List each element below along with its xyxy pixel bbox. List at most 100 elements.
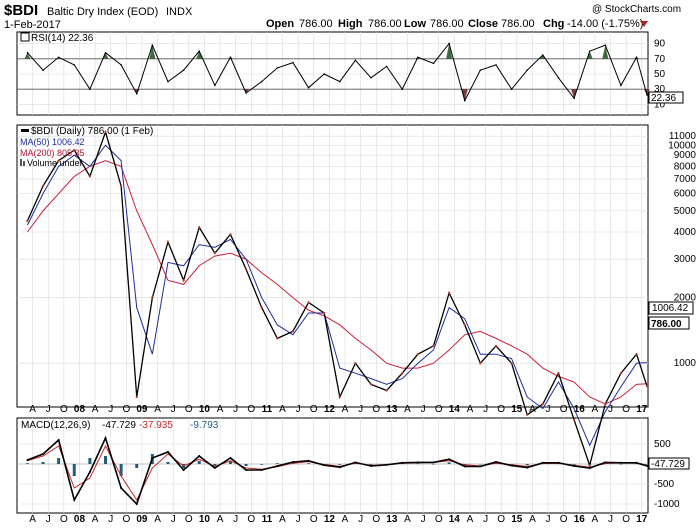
macd-time-axis-label: O [560, 514, 568, 525]
macd-point [401, 461, 404, 464]
macd-time-axis-label: 09 [136, 514, 148, 525]
macd-point [494, 461, 497, 463]
rsi-point [479, 69, 482, 71]
open-value: 786.00 [299, 18, 333, 30]
price-time-axis-label: J [171, 404, 176, 415]
macd-legend-signal: -37.935 [139, 420, 173, 431]
macd-time-axis-label: J [233, 514, 238, 525]
price-time-axis-label: A [217, 404, 224, 415]
price-point [26, 219, 29, 223]
macd-histogram-bar [119, 464, 123, 476]
macd-point [120, 487, 123, 489]
macd-point [245, 469, 248, 471]
macd-time-axis-label: O [622, 514, 630, 525]
macd-histogram-bar [166, 462, 170, 464]
macd-histogram-bar [645, 464, 649, 465]
macd-tick-label: -500 [654, 479, 674, 490]
low-value: 786.00 [430, 18, 464, 30]
macd-time-axis-label: O [497, 514, 505, 525]
price-point [182, 279, 185, 282]
price-time-axis-label: 10 [199, 404, 211, 415]
price-point [557, 371, 560, 375]
price-tick-label: 9000 [674, 150, 697, 161]
macd-histogram-bar [213, 464, 217, 466]
macd-time-axis-label: O [435, 514, 443, 525]
macd-tick-label: 500 [654, 439, 671, 450]
rsi-point [370, 77, 372, 79]
macd-point [416, 461, 419, 464]
macd-time-axis-label: A [29, 514, 36, 525]
price-tick-label: 7000 [674, 174, 697, 185]
rsi-point [260, 80, 263, 83]
rsi-tick-label: 90 [654, 39, 666, 50]
macd-histogram-bar [25, 463, 29, 464]
price-tick-label: 3000 [674, 254, 697, 265]
price-tick-label: 10000 [668, 140, 696, 151]
rsi-point [73, 64, 76, 66]
macd-point [135, 503, 138, 505]
rsi-point [432, 62, 435, 65]
macd-time-axis-label: 12 [324, 514, 336, 525]
price-time-axis-label: J [233, 404, 238, 415]
price-point [635, 352, 638, 356]
macd-point [557, 461, 560, 464]
rsi-tick-label: 50 [654, 69, 666, 80]
price-time-axis-label: O [435, 404, 443, 415]
macd-histogram-bar [275, 463, 279, 464]
macd-point [645, 464, 648, 467]
macd-point [198, 455, 201, 457]
rsi-overbought-fill [24, 52, 31, 59]
macd-time-axis-label: A [404, 514, 411, 525]
price-time-axis-label: O [622, 404, 630, 415]
price-point [432, 344, 435, 348]
macd-histogram-bar [41, 462, 45, 464]
macd-histogram-bar [478, 464, 482, 465]
macd-point [229, 457, 232, 459]
price-time-axis-label: 13 [386, 404, 398, 415]
price-point [260, 306, 263, 309]
rsi-point [151, 44, 154, 46]
rsi-point [120, 64, 122, 66]
macd-point [510, 464, 513, 467]
macd-histogram-bar [135, 464, 139, 468]
price-time-axis-label: A [92, 404, 99, 415]
rsi-legend-swatch [20, 32, 30, 42]
price-time-axis-label: 16 [574, 404, 586, 415]
rsi-overbought-fill [602, 45, 609, 59]
macd-time-axis-label: 17 [636, 514, 648, 525]
ma50-value-box-text: 1006.42 [652, 303, 689, 314]
macd-histogram-bar [525, 464, 529, 466]
date-text: 1-Feb-2017 [4, 19, 61, 31]
rsi-legend-text: RSI(14) 22.36 [31, 33, 94, 44]
rsi-point [573, 97, 575, 100]
price-point [88, 175, 92, 178]
macd-histogram-bar [338, 464, 342, 465]
macd-histogram-bar [88, 458, 92, 464]
macd-histogram-bar [588, 464, 592, 465]
ma50-series-line [26, 144, 647, 447]
macd-time-axis-label: O [185, 514, 193, 525]
rsi-point [42, 69, 44, 71]
price-time-axis-label: 15 [511, 404, 523, 415]
rsi-point [620, 84, 622, 87]
macd-time-axis-label: J [608, 514, 613, 525]
macd-point [182, 469, 185, 471]
price-point [135, 395, 138, 399]
ma50-value-box [648, 301, 694, 315]
price-point [479, 362, 482, 365]
price-point [244, 268, 248, 271]
chg-label: Chg [543, 18, 564, 30]
rsi-point [245, 92, 247, 94]
price-point [307, 301, 310, 304]
macd-time-axis-label: A [217, 514, 224, 525]
price-point [104, 130, 107, 134]
price-time-axis-label: A [404, 404, 411, 415]
price-point [494, 344, 498, 348]
rsi-point [510, 88, 513, 90]
rsi-point [463, 99, 466, 102]
rsi-series-line [27, 42, 648, 102]
macd-tick-label: -1000 [654, 499, 680, 510]
price-time-axis-label: J [46, 404, 51, 415]
price-point [166, 240, 170, 244]
